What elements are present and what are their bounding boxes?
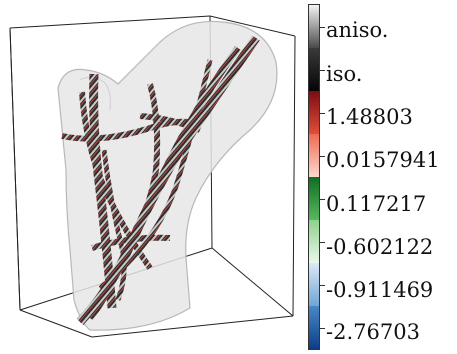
femur-inner-contour bbox=[79, 76, 111, 111]
colorbar-label-value-3: 0.117217 bbox=[326, 192, 427, 216]
colorbar-label-value-5: -0.911469 bbox=[326, 278, 434, 302]
colorbar-label-iso: iso. bbox=[326, 62, 363, 86]
fiber-diagonal-mid bbox=[98, 59, 213, 290]
colorbar-label-value-4: -0.602122 bbox=[326, 235, 434, 259]
colorbar-label-value-6: -2.76703 bbox=[326, 320, 420, 344]
fiber-lower-cross bbox=[91, 234, 171, 251]
colorbar-ticks bbox=[320, 5, 325, 349]
box-front-bottom-right bbox=[91, 315, 294, 338]
box-floor-back bbox=[211, 247, 294, 317]
box-back-right bbox=[209, 15, 296, 37]
fiber-left-curve bbox=[79, 91, 153, 270]
box-front-bottom bbox=[19, 309, 93, 338]
colorbar bbox=[308, 4, 325, 350]
fiber-neck bbox=[123, 83, 161, 254]
colorbar-tick bbox=[320, 113, 325, 114]
box-right-vertical bbox=[292, 35, 296, 317]
colorbar-tick bbox=[320, 328, 325, 329]
fiber-left-lower bbox=[101, 149, 127, 301]
colorbar-tick bbox=[320, 27, 325, 28]
colorbar-tick bbox=[320, 285, 325, 286]
colorbar-tick bbox=[320, 242, 325, 243]
fiber-bundles bbox=[61, 35, 260, 326]
colorbar-label-value-2: 0.0157941 bbox=[326, 148, 440, 172]
box-front-left bbox=[9, 27, 21, 311]
fiber-left-vertical bbox=[89, 73, 117, 309]
box-back-top bbox=[9, 15, 211, 29]
colorbar-tick bbox=[320, 156, 325, 157]
colorbar-tick bbox=[320, 199, 325, 200]
colorbar-tick bbox=[320, 70, 325, 71]
colorbar-label-aniso: aniso. bbox=[326, 18, 389, 42]
colorbar-label-value-1: 1.48803 bbox=[326, 105, 413, 129]
